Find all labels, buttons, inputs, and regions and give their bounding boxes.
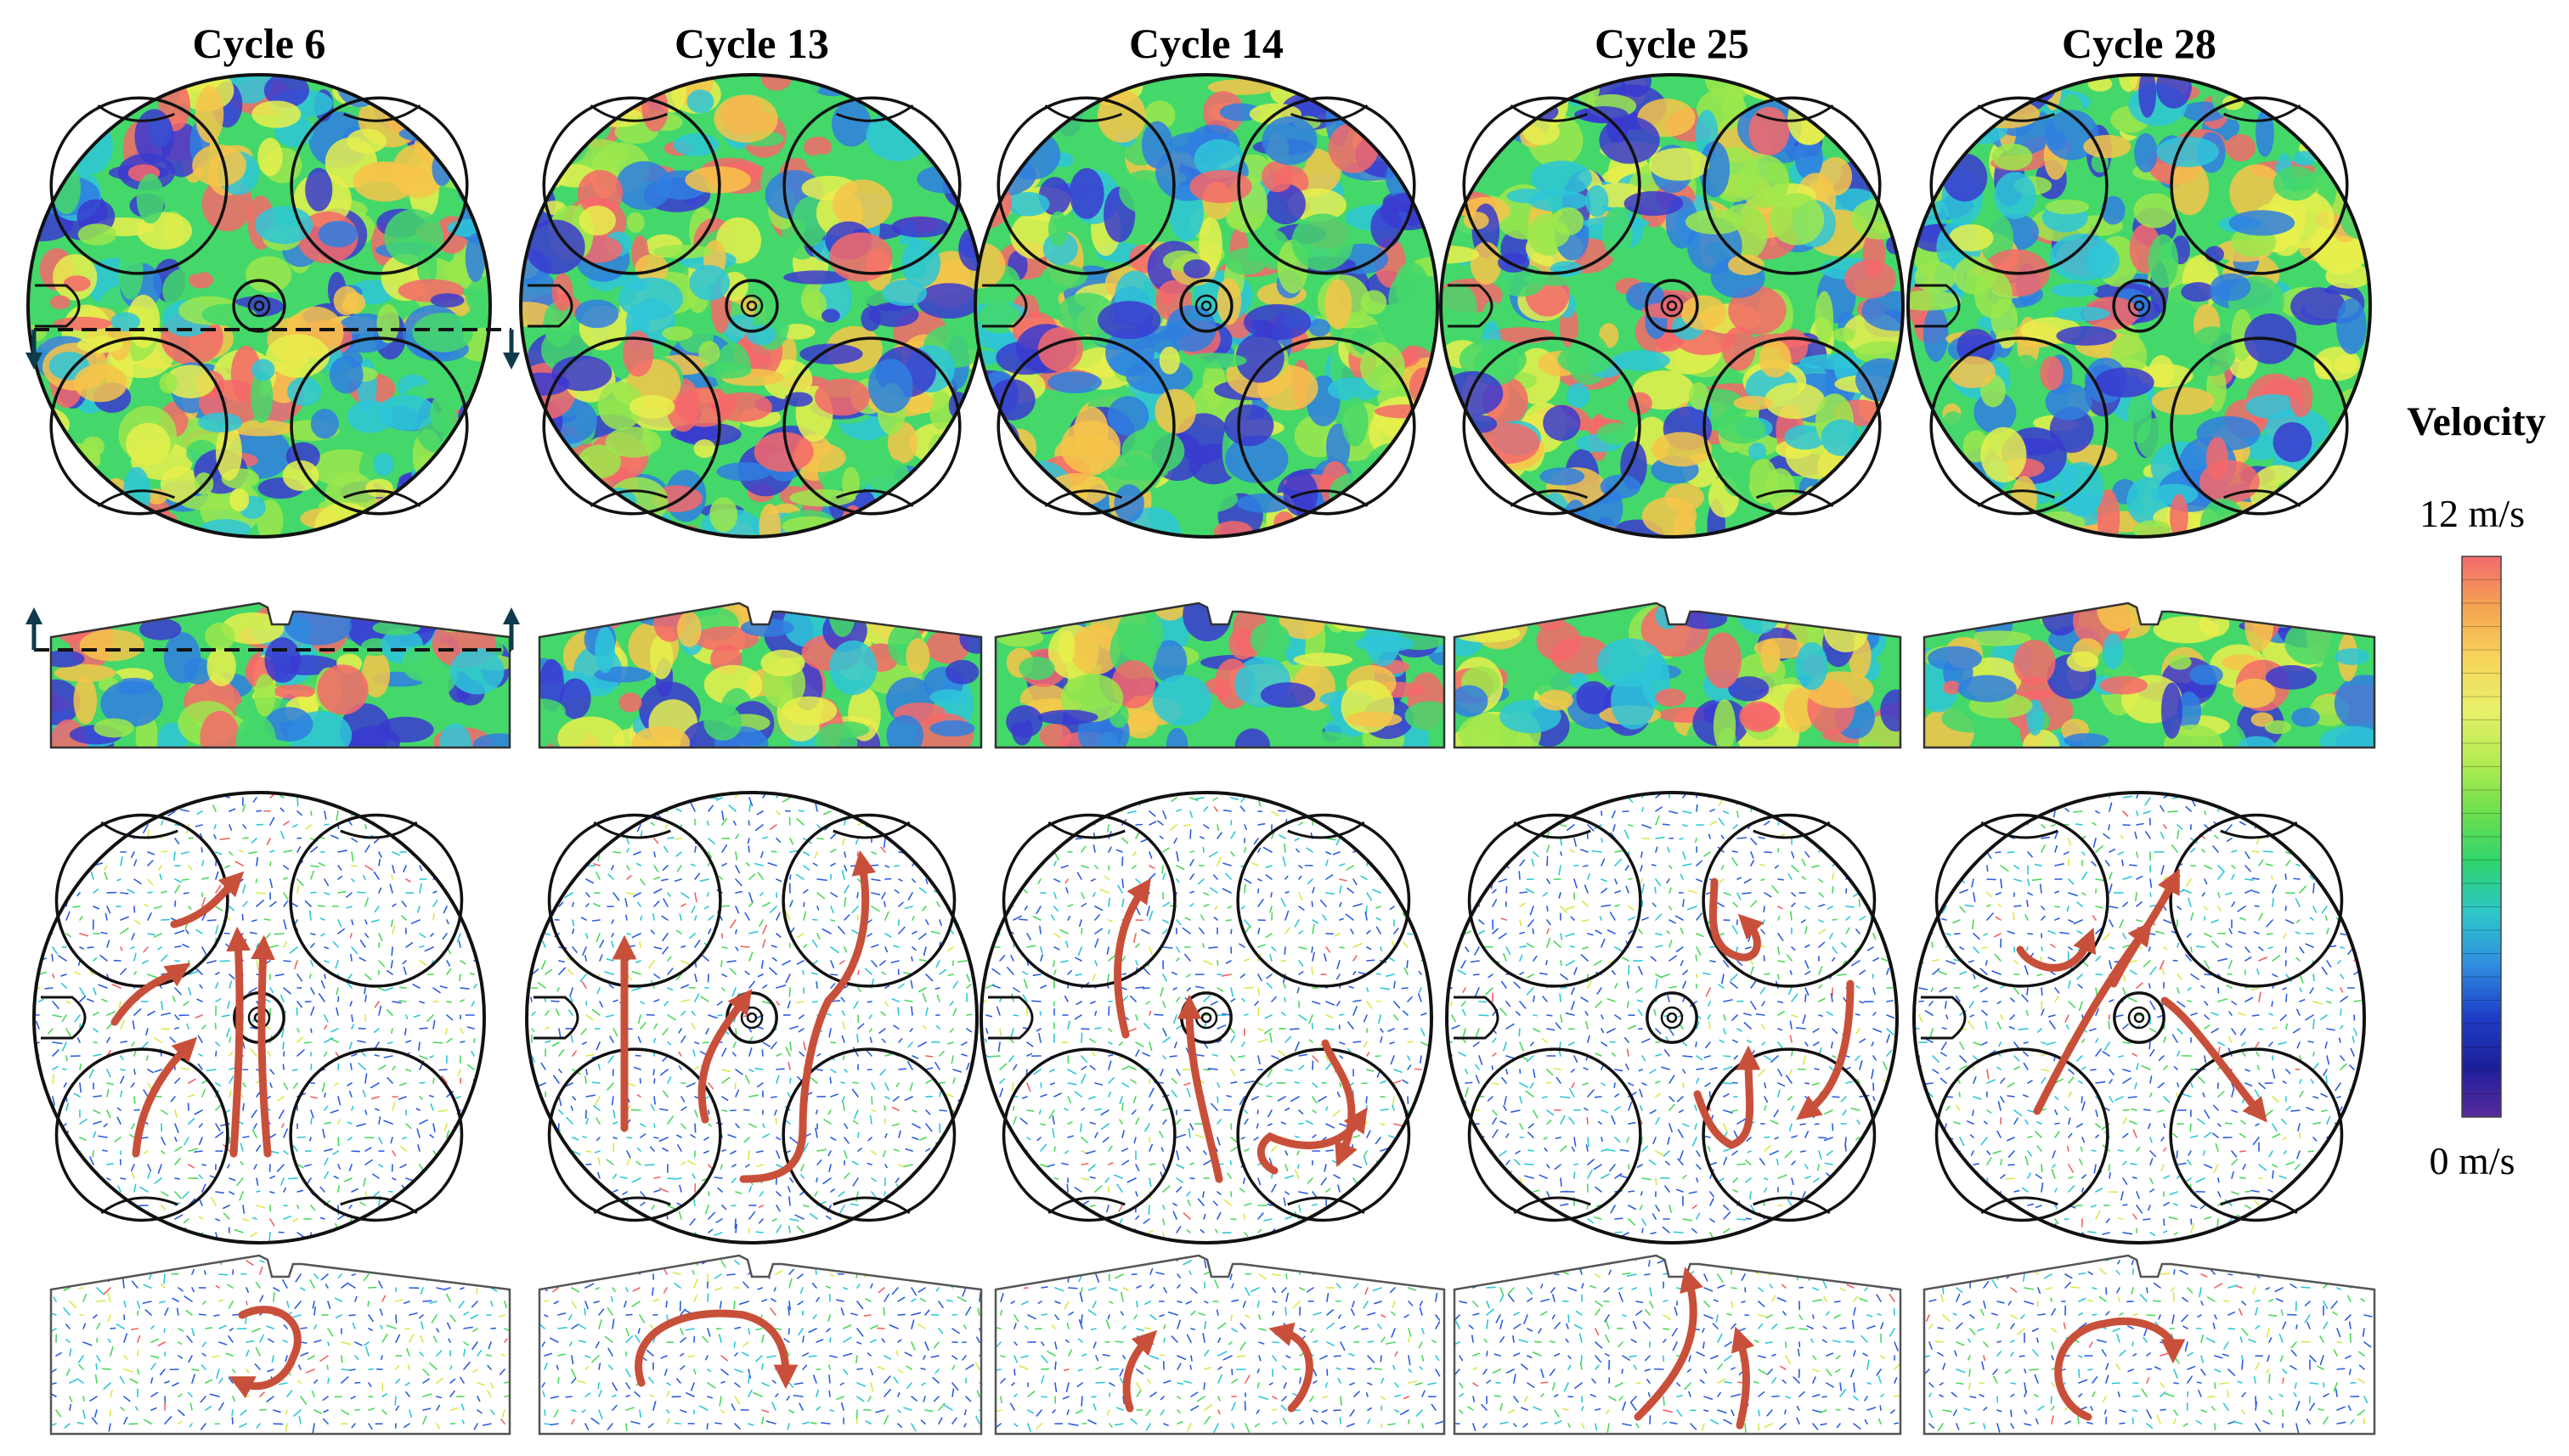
flow-arrow bbox=[2016, 927, 2097, 972]
contour-top-view bbox=[26, 73, 492, 539]
legend-max-label: 12 m/s bbox=[2419, 492, 2525, 535]
chamber-geometry bbox=[1445, 791, 1899, 1244]
cut-plane-markers bbox=[25, 328, 520, 652]
flow-arrow bbox=[110, 962, 191, 1026]
side-outline bbox=[49, 601, 511, 749]
vector-top-view bbox=[980, 791, 1433, 1244]
column-title: Cycle 6 bbox=[193, 20, 326, 67]
flow-arrows bbox=[612, 849, 877, 1183]
column-title: Cycle 25 bbox=[1595, 20, 1749, 67]
flow-arrow bbox=[1796, 979, 1855, 1120]
chamber-geometry bbox=[1912, 791, 2366, 1244]
side-outline bbox=[1923, 601, 2376, 749]
column-title: Cycle 14 bbox=[1129, 20, 1284, 67]
cycle-column bbox=[519, 73, 985, 1436]
side-outline bbox=[1923, 1254, 2376, 1436]
flow-arrow bbox=[1268, 1322, 1313, 1413]
column-title: Cycle 28 bbox=[2062, 20, 2216, 67]
flow-arrows bbox=[2054, 1317, 2186, 1421]
legend-min-label: 0 m/s bbox=[2430, 1139, 2515, 1182]
flow-arrow bbox=[170, 871, 245, 928]
flow-arrow bbox=[229, 1306, 302, 1399]
contour-top-view bbox=[1906, 73, 2372, 539]
flow-arrows bbox=[1114, 878, 1368, 1183]
flow-arrow bbox=[132, 1036, 198, 1158]
vector-side-view bbox=[1923, 1254, 2376, 1436]
flow-arrows bbox=[2016, 868, 2267, 1123]
velocity-legend: Velocity 12 m/s 0 m/s bbox=[2407, 399, 2546, 1182]
side-outline bbox=[538, 601, 983, 749]
flow-arrow bbox=[2160, 996, 2267, 1123]
vector-side-view bbox=[538, 1254, 983, 1436]
legend-ticks bbox=[2462, 579, 2501, 1094]
chamber-geometry bbox=[1439, 73, 1905, 539]
side-outline bbox=[1453, 601, 1902, 749]
flow-arrows bbox=[1693, 878, 1855, 1149]
vector-top-view bbox=[32, 791, 486, 1244]
chamber-geometry bbox=[980, 791, 1433, 1244]
legend-title: Velocity bbox=[2407, 399, 2546, 444]
flow-arrow bbox=[1122, 1329, 1158, 1413]
flow-arrow bbox=[1693, 1045, 1761, 1149]
cycle-column bbox=[1439, 73, 1905, 1436]
side-outline bbox=[538, 1254, 983, 1436]
flow-arrow bbox=[2109, 868, 2180, 988]
flow-arrow bbox=[1731, 1326, 1755, 1430]
vector-top-view bbox=[1912, 791, 2366, 1244]
vector-top-view bbox=[525, 791, 979, 1244]
vector-side-view bbox=[994, 1254, 1446, 1436]
flow-arrows bbox=[110, 871, 275, 1158]
contour-top-view bbox=[519, 73, 985, 539]
flow-arrow bbox=[1177, 994, 1223, 1183]
contour-side-view bbox=[538, 601, 983, 749]
contour-top-view bbox=[1439, 73, 1905, 539]
vector-side-view bbox=[49, 1254, 511, 1436]
flow-arrow bbox=[1708, 878, 1764, 962]
cycle-column bbox=[974, 73, 1446, 1436]
vector-top-view bbox=[1445, 791, 1899, 1244]
column-title: Cycle 13 bbox=[675, 20, 829, 67]
side-outline bbox=[49, 1254, 511, 1436]
chamber-geometry bbox=[26, 73, 492, 539]
side-outline bbox=[994, 1254, 1446, 1436]
flow-arrows bbox=[1122, 1322, 1313, 1413]
chamber-geometry bbox=[974, 73, 1439, 539]
flow-arrow bbox=[2054, 1317, 2186, 1421]
flow-arrows bbox=[229, 1306, 302, 1399]
flow-arrows bbox=[1634, 1267, 1755, 1430]
legend-colorbar bbox=[2461, 556, 2502, 1118]
flow-arrow bbox=[1634, 1267, 1704, 1421]
flow-arrow bbox=[1321, 1039, 1358, 1167]
panel-grid bbox=[25, 73, 2376, 1436]
side-outline bbox=[994, 601, 1446, 749]
contour-side-view bbox=[1923, 601, 2376, 749]
flow-arrow bbox=[739, 849, 877, 1183]
flow-arrow bbox=[1256, 1107, 1368, 1175]
cycle-column bbox=[26, 73, 511, 1436]
chamber-geometry bbox=[525, 791, 979, 1244]
flow-arrows bbox=[635, 1309, 799, 1390]
flow-arrow bbox=[226, 926, 251, 1158]
chamber-geometry bbox=[1906, 73, 2372, 539]
contour-side-view bbox=[1453, 601, 1902, 749]
flow-arrow bbox=[251, 934, 275, 1158]
contour-side-view bbox=[49, 601, 511, 749]
flow-arrow bbox=[635, 1309, 799, 1390]
contour-top-view bbox=[974, 73, 1439, 539]
flow-arrow bbox=[1114, 878, 1151, 1039]
flow-arrow bbox=[697, 989, 753, 1124]
column-titles: Cycle 6 Cycle 13 Cycle 14 Cycle 25 Cycle… bbox=[193, 20, 2216, 67]
contour-side-view bbox=[994, 601, 1446, 749]
vector-side-view bbox=[1453, 1254, 1902, 1436]
cycle-column bbox=[1906, 73, 2376, 1436]
